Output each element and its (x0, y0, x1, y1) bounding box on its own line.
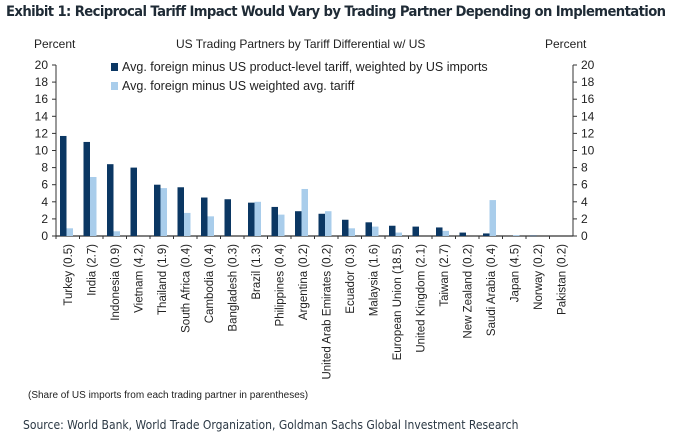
bar-weighted-avg-tariff (113, 231, 120, 236)
bar-weighted-avg-tariff (325, 211, 332, 236)
right-axis-unit-label: Percent (545, 37, 587, 51)
right-y-tick-label: 0 (581, 229, 588, 243)
left-y-tick-label: 20 (35, 58, 49, 72)
left-y-tick-label: 14 (35, 109, 49, 123)
bar-weighted-avg-tariff (66, 228, 73, 236)
left-y-tick-label: 0 (41, 229, 48, 243)
category-label: Indonesia (0.9) (110, 244, 122, 321)
bar-weighted-avg-tariff (90, 177, 97, 236)
right-y-tick-label: 12 (581, 126, 595, 140)
category-label: South Africa (0.4) (180, 244, 192, 333)
bar-product-level-tariff (342, 219, 349, 236)
bar-weighted-avg-tariff (372, 226, 379, 236)
bar-product-level-tariff (271, 206, 278, 236)
left-y-tick-label: 4 (41, 195, 48, 209)
right-y-tick-label: 2 (581, 212, 588, 226)
right-y-tick-label: 14 (581, 109, 595, 123)
left-y-tick-label: 8 (41, 161, 48, 175)
category-label: Turkey (0.5) (63, 244, 75, 306)
category-label: Argentina (0.2) (298, 244, 310, 320)
category-label: Philippines (0.4) (274, 244, 286, 327)
bar-product-level-tariff (201, 197, 208, 236)
right-y-tick-label: 10 (581, 144, 595, 158)
bar-product-level-tariff (318, 213, 325, 236)
bar-product-level-tariff (389, 225, 396, 236)
legend-label: Avg. foreign minus US weighted avg. tari… (122, 79, 355, 93)
category-label: Bangladesh (0.3) (227, 244, 239, 332)
category-label: United Arab Emirates (0.2) (321, 244, 333, 380)
bar-weighted-avg-tariff (160, 188, 167, 236)
left-y-tick-label: 18 (35, 75, 49, 89)
category-label: Cambodia (0.4) (204, 244, 216, 323)
bar-product-level-tariff (248, 202, 255, 236)
right-y-tick-label: 18 (581, 75, 595, 89)
category-label: Japan (4.5) (509, 244, 521, 302)
bar-weighted-avg-tariff (442, 230, 449, 236)
category-label: Taiwan (2.7) (439, 244, 451, 307)
category-label: India (2.7) (86, 244, 98, 296)
bar-weighted-avg-tariff (254, 201, 261, 236)
bar-product-level-tariff (60, 135, 67, 236)
legend-swatch (111, 82, 118, 90)
right-y-tick-label: 4 (581, 195, 588, 209)
right-y-tick-label: 20 (581, 58, 595, 72)
category-label: European Union (18.5) (392, 244, 404, 361)
bar-product-level-tariff (224, 199, 231, 236)
left-y-tick-label: 2 (41, 212, 48, 226)
legend: Avg. foreign minus US product-level tari… (111, 60, 488, 93)
category-label: Pakistan (0.2) (556, 244, 568, 315)
bar-weighted-avg-tariff (301, 188, 308, 236)
bar-weighted-avg-tariff (513, 235, 520, 236)
bar-product-level-tariff (412, 226, 419, 236)
bar-product-level-tariff (154, 184, 161, 236)
bar-product-level-tariff (436, 227, 443, 236)
bar-weighted-avg-tariff (184, 212, 191, 236)
category-label: Norway (0.2) (533, 244, 545, 310)
bar-product-level-tariff (177, 187, 184, 236)
left-y-tick-label: 10 (35, 144, 49, 158)
bar-weighted-avg-tariff (348, 228, 355, 236)
bar-product-level-tariff (83, 141, 90, 236)
category-label: Malaysia (1.6) (368, 244, 380, 316)
bar-product-level-tariff (365, 222, 372, 236)
category-label: Thailand (1.9) (157, 244, 169, 315)
category-label: United Kingdom (2.1) (415, 244, 427, 353)
category-label: Brazil (1.3) (251, 244, 263, 300)
bar-product-level-tariff (107, 164, 114, 236)
category-label: New Zealand (0.2) (462, 244, 474, 339)
category-label: Vietnam (4.2) (133, 244, 145, 313)
left-y-tick-label: 12 (35, 126, 49, 140)
axes: 0 0 2 2 4 4 6 6 8 8 10 10 12 12 14 14 16 16 18 18 20 20 (35, 58, 595, 243)
left-y-tick-label: 6 (41, 178, 48, 192)
bar-product-level-tariff (483, 233, 490, 236)
legend-swatch (111, 63, 118, 71)
category-labels: Turkey (0.5) India (2.7) Indonesia (0.9) Vi… (63, 244, 569, 380)
bar-product-level-tariff (530, 235, 537, 237)
legend-label: Avg. foreign minus US product-level tari… (122, 60, 488, 74)
bar-weighted-avg-tariff (207, 216, 214, 236)
category-label: Saudi Arabia (0.4) (486, 244, 498, 336)
right-y-tick-label: 8 (581, 161, 588, 175)
bar-weighted-avg-tariff (489, 200, 496, 236)
exhibit-title: Exhibit 1: Reciprocal Tariff Impact Woul… (6, 4, 666, 20)
left-axis-unit-label: Percent (34, 37, 76, 51)
bars (60, 135, 537, 237)
left-y-tick-label: 16 (35, 92, 49, 106)
bar-product-level-tariff (130, 167, 137, 236)
source-note: Source: World Bank, World Trade Organiza… (23, 418, 519, 432)
right-y-tick-label: 6 (581, 178, 588, 192)
bar-weighted-avg-tariff (278, 214, 285, 236)
bar-product-level-tariff (295, 211, 302, 236)
bar-product-level-tariff (459, 232, 466, 236)
category-label: Ecuador (0.3) (345, 244, 357, 314)
right-y-tick-label: 16 (581, 92, 595, 106)
chart-subtitle: US Trading Partners by Tariff Differenti… (176, 37, 426, 51)
bar-weighted-avg-tariff (395, 232, 402, 236)
footnote: (Share of US imports from each trading p… (28, 390, 309, 401)
